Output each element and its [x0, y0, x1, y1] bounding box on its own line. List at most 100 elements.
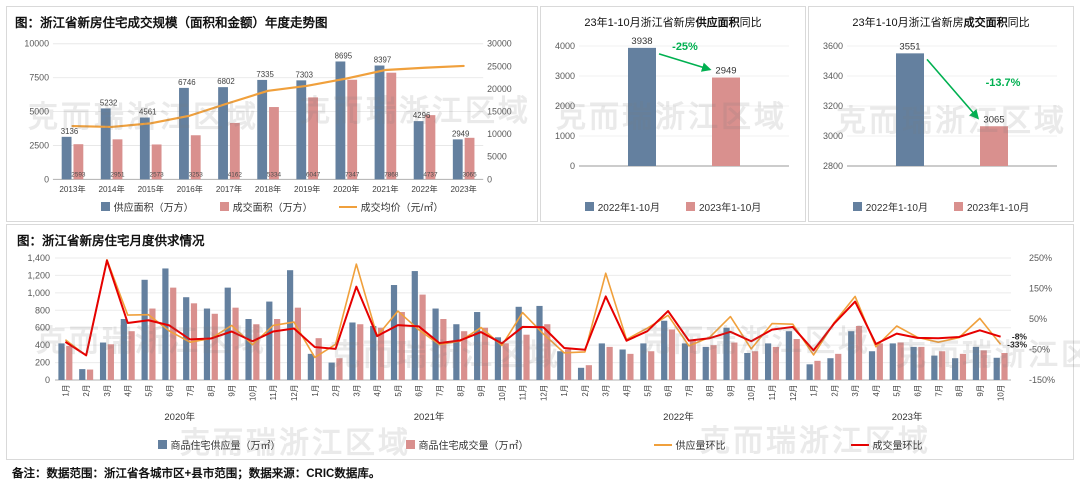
- legend-item: 成交均价（元/㎡）: [338, 199, 444, 214]
- svg-text:2949: 2949: [452, 129, 469, 138]
- supply-bar: [257, 79, 268, 180]
- svg-text:3136: 3136: [61, 127, 79, 136]
- svg-text:-8%: -8%: [1012, 332, 1028, 342]
- monthly-deal-bar: [793, 339, 800, 380]
- svg-text:8月: 8月: [706, 385, 715, 397]
- monthly-supply-bar: [536, 305, 543, 380]
- svg-text:4737: 4737: [423, 171, 438, 178]
- monthly-supply-bar: [889, 343, 896, 380]
- svg-text:6月: 6月: [664, 385, 673, 397]
- monthly-supply-bar: [868, 351, 876, 380]
- monthly-supply-bar: [557, 351, 564, 380]
- legend-swatch: [338, 205, 357, 208]
- svg-text:15000: 15000: [487, 107, 512, 117]
- deal-yoy-title-prefix: 23年1-10月浙江省新房: [852, 17, 964, 29]
- monthly-supply-bar: [972, 346, 980, 380]
- svg-text:7335: 7335: [256, 70, 274, 79]
- monthly-supply-bar: [120, 319, 127, 380]
- svg-text:3000: 3000: [823, 131, 843, 141]
- monthly-deal-bar: [627, 353, 634, 380]
- svg-text:25000: 25000: [487, 61, 512, 71]
- svg-text:6047: 6047: [306, 171, 321, 178]
- svg-text:2951: 2951: [110, 171, 125, 178]
- svg-text:8397: 8397: [374, 56, 391, 65]
- svg-text:1月: 1月: [311, 385, 320, 397]
- monthly-supply-bar: [681, 343, 689, 380]
- monthly-deal-bar: [274, 319, 281, 380]
- svg-text:3400: 3400: [823, 71, 843, 81]
- svg-text:5232: 5232: [100, 98, 117, 107]
- svg-text:2月: 2月: [82, 385, 91, 397]
- supply-bar: [296, 80, 307, 180]
- monthly-deal-bar: [481, 327, 489, 380]
- svg-text:4月: 4月: [623, 385, 632, 397]
- svg-text:6746: 6746: [178, 78, 196, 87]
- svg-text:2021年: 2021年: [372, 184, 398, 194]
- svg-text:250%: 250%: [1029, 253, 1052, 263]
- monthly-supply-bar: [577, 367, 585, 380]
- svg-text:4561: 4561: [139, 108, 156, 117]
- svg-text:2017年: 2017年: [216, 184, 242, 194]
- monthly-deal-bar: [585, 365, 592, 380]
- svg-text:5月: 5月: [643, 385, 652, 397]
- svg-text:3月: 3月: [602, 385, 611, 397]
- monthly-deal-bar: [232, 307, 239, 380]
- deal-yoy-chart: 2800 3000 3200 3400 3600 3551 3065 -13.7%: [823, 41, 1057, 171]
- monthly-deal-bar: [419, 294, 426, 380]
- svg-text:5000: 5000: [29, 107, 49, 117]
- svg-text:10000: 10000: [24, 39, 49, 49]
- legend-label: 供应面积（万方）: [113, 203, 194, 214]
- svg-text:7868: 7868: [384, 171, 399, 178]
- monthly-deal-bar: [772, 346, 779, 380]
- legend-item: 2022年1-10月: [852, 199, 928, 214]
- supply-bar: [452, 139, 463, 180]
- monthly-panel: 图：浙江省新房住宅月度供求情况 0 200 400 600 800 1,000 1,200 1…: [6, 224, 1074, 460]
- monthly-deal-bar: [710, 345, 717, 380]
- supply-bar: [179, 87, 189, 180]
- deal-yoy-title-bold: 成交面积: [963, 17, 1008, 29]
- monthly-deal-bar: [814, 360, 821, 380]
- svg-text:10月: 10月: [997, 385, 1006, 401]
- svg-text:8月: 8月: [456, 385, 465, 397]
- annual-scale-panel: 图：浙江省新房住宅成交规模（面积和金额）年度走势图 0 2500 5000 7500 1…: [6, 6, 538, 222]
- svg-text:4296: 4296: [413, 111, 431, 120]
- svg-text:12月: 12月: [290, 385, 299, 401]
- supply-mom-line: [64, 259, 1002, 359]
- supply-yoy-title: 23年1-10月浙江省新房供应面积同比: [547, 14, 799, 30]
- svg-text:7月: 7月: [685, 385, 694, 397]
- monthly-deal-bar: [876, 343, 883, 380]
- svg-text:2023年: 2023年: [892, 411, 923, 423]
- legend-label: 2023年1-10月: [699, 203, 762, 214]
- monthly-supply-bar: [598, 343, 605, 380]
- svg-text:2015年: 2015年: [138, 184, 164, 194]
- monthly-deal-bar: [440, 319, 447, 380]
- svg-text:-33%: -33%: [1007, 339, 1027, 349]
- svg-text:-25%: -25%: [672, 41, 698, 53]
- svg-text:9月: 9月: [477, 385, 486, 397]
- deal-bar: [386, 72, 397, 180]
- svg-text:1月: 1月: [810, 385, 819, 397]
- yoy-bar: [980, 126, 1008, 166]
- svg-text:2022年: 2022年: [411, 184, 437, 194]
- monthly-deal-bar: [149, 308, 156, 380]
- supply-bar: [374, 65, 385, 180]
- monthly-supply-bar: [79, 369, 86, 380]
- monthly-deal-bar: [315, 338, 322, 380]
- annual-scale-chart: 0 2500 5000 7500 10000 0 5000 10000 15000 20000 25…: [24, 39, 512, 194]
- svg-text:11月: 11月: [768, 385, 777, 401]
- monthly-deal-bar: [752, 351, 759, 380]
- legend-label: 成交均价（元/㎡）: [360, 203, 444, 214]
- legend-swatch: [405, 440, 415, 449]
- monthly-supply-bar: [287, 270, 294, 380]
- monthly-deal-bar: [502, 343, 509, 380]
- monthly-supply-bar: [432, 308, 439, 380]
- supply-bar: [100, 108, 111, 180]
- avg-price-line: [71, 64, 465, 129]
- svg-text:2018年: 2018年: [255, 184, 281, 194]
- legend-swatch: [850, 443, 869, 446]
- monthly-supply-bar: [183, 297, 190, 380]
- legend-item: 供应面积（万方）: [100, 199, 194, 214]
- monthly-deal-bar: [668, 329, 676, 380]
- svg-text:7月: 7月: [934, 385, 943, 397]
